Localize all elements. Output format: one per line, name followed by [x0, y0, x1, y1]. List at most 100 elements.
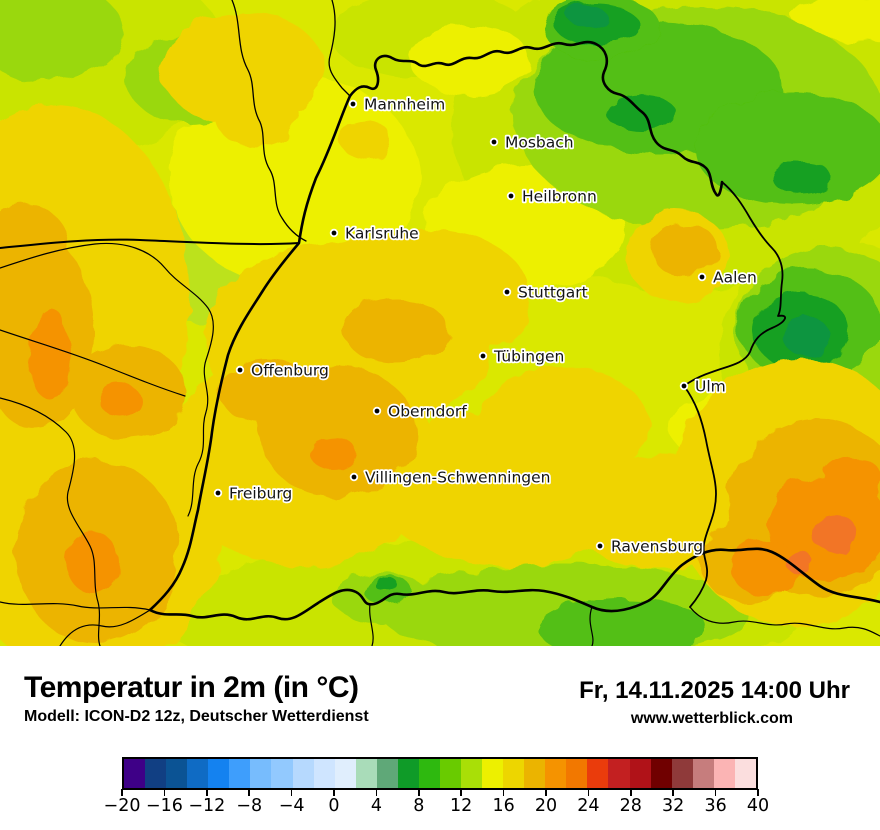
city-marker — [489, 137, 499, 147]
border-bw-north — [348, 40, 724, 197]
colorbar-tick-label: 28 — [619, 796, 642, 816]
colorbar-segment — [566, 759, 588, 788]
city-marker — [348, 99, 358, 109]
colorbar-segment — [313, 759, 335, 788]
colorbar-tick-label: 12 — [450, 796, 473, 816]
city-marker — [697, 272, 707, 282]
border-lauter — [0, 238, 300, 249]
colorbar-tick-label: −8 — [236, 796, 263, 816]
colorbar-segment — [229, 759, 251, 788]
colorbar-segment — [734, 759, 756, 788]
colorbar-segment — [650, 759, 672, 788]
colorbar-tick-label: 0 — [328, 796, 340, 816]
colorbar-tick — [587, 789, 590, 796]
colorbar-tick — [672, 789, 674, 796]
city-label: Stuttgart — [518, 284, 588, 302]
colorbar-segment — [671, 759, 693, 788]
border-france-b — [0, 329, 186, 397]
colorbar-segment — [250, 759, 272, 788]
colorbar-segment — [187, 759, 209, 788]
colorbar-segment — [461, 759, 483, 788]
colorbar-tick-label: 32 — [662, 796, 685, 816]
colorbar-tick-label: 36 — [704, 796, 727, 816]
border-swiss-b — [0, 601, 151, 611]
border-rhine-north — [328, 0, 351, 97]
colorbar-segment — [503, 759, 525, 788]
city-label: Villingen-Schwenningen — [365, 469, 550, 487]
city-label: Offenburg — [251, 362, 329, 380]
city-marker — [595, 541, 605, 551]
city-label: Aalen — [713, 269, 757, 287]
colorbar-tick — [333, 789, 335, 796]
colorbar-segment — [587, 759, 609, 788]
city-marker — [679, 381, 689, 391]
colorbar-segment — [292, 759, 314, 788]
colorbar-segment — [482, 759, 504, 788]
colorbar-segment — [608, 759, 630, 788]
colorbar-tick — [163, 789, 166, 796]
city-label: Ulm — [695, 378, 726, 396]
temperature-map: Mannheim Mosbach Heilbronn Karlsruhe Stuttga… — [0, 0, 880, 646]
city-marker — [235, 365, 245, 375]
page-title: Temperatur in 2m (in °C) — [24, 671, 359, 704]
colorbar-tick-label: −4 — [278, 796, 305, 816]
colorbar-tick — [290, 789, 293, 796]
website-label: www.wetterblick.com — [630, 710, 793, 727]
colorbar-segment — [124, 759, 146, 788]
border-bw-west — [148, 94, 352, 612]
city-marker — [329, 228, 339, 238]
colorbar-tick-label: −16 — [145, 796, 183, 816]
colorbar-tick-label: 4 — [370, 796, 382, 816]
colorbar-tick-label: −20 — [103, 796, 141, 816]
colorbar-segment — [145, 759, 167, 788]
temperature-colorbar — [122, 757, 758, 790]
city-label: Mannheim — [364, 96, 445, 114]
colorbar-tick — [121, 789, 123, 796]
border-swiss-c — [589, 606, 594, 646]
colorbar-tick-label: 20 — [534, 796, 558, 816]
colorbar-tick — [206, 789, 208, 796]
colorbar-segment — [713, 759, 735, 788]
colorbar-tick — [757, 789, 759, 796]
colorbar-segment — [376, 759, 398, 788]
city-label: Ravensburg — [611, 538, 703, 556]
colorbar-segment — [545, 759, 567, 788]
colorbar-segment — [524, 759, 546, 788]
forecast-datetime: Fr, 14.11.2025 14:00 Uhr — [579, 677, 850, 704]
colorbar-tick — [630, 789, 632, 796]
colorbar-tick — [418, 789, 420, 796]
city-label: Tübingen — [493, 348, 564, 366]
colorbar-tick — [248, 789, 250, 796]
border-lines — [0, 0, 880, 646]
colorbar-tick — [502, 789, 505, 796]
city-marker — [213, 488, 223, 498]
city-marker — [502, 287, 512, 297]
city-marker — [372, 406, 382, 416]
city-label: Heilbronn — [522, 188, 597, 206]
border-swiss-d — [369, 603, 374, 646]
colorbar-tick-label: 40 — [746, 796, 770, 816]
colorbar-segment — [629, 759, 651, 788]
map-canvas: Mannheim Mosbach Heilbronn Karlsruhe Stuttga… — [0, 0, 880, 646]
colorbar-segment — [439, 759, 461, 788]
colorbar-segment — [397, 759, 419, 788]
cities-layer: Mannheim Mosbach Heilbronn Karlsruhe Stuttga… — [213, 94, 758, 557]
city-label: Mosbach — [505, 134, 574, 152]
border-south — [148, 547, 880, 621]
colorbar-segment — [334, 759, 356, 788]
colorbar-segment — [208, 759, 230, 788]
border-france-c — [0, 397, 101, 646]
border-swiss-a — [59, 609, 151, 646]
colorbar-segment — [418, 759, 440, 788]
city-marker — [478, 351, 488, 361]
colorbar-tick-label: 8 — [413, 796, 425, 816]
border-austria — [689, 606, 880, 637]
colorbar-tick-label: −12 — [188, 796, 226, 816]
border-bavaria — [683, 181, 786, 608]
city-marker — [349, 472, 359, 482]
city-label: Karlsruhe — [345, 225, 419, 243]
border-france-a — [0, 242, 214, 517]
colorbar-tick — [460, 789, 462, 796]
colorbar-tick — [545, 789, 547, 796]
colorbar-segment — [355, 759, 377, 788]
